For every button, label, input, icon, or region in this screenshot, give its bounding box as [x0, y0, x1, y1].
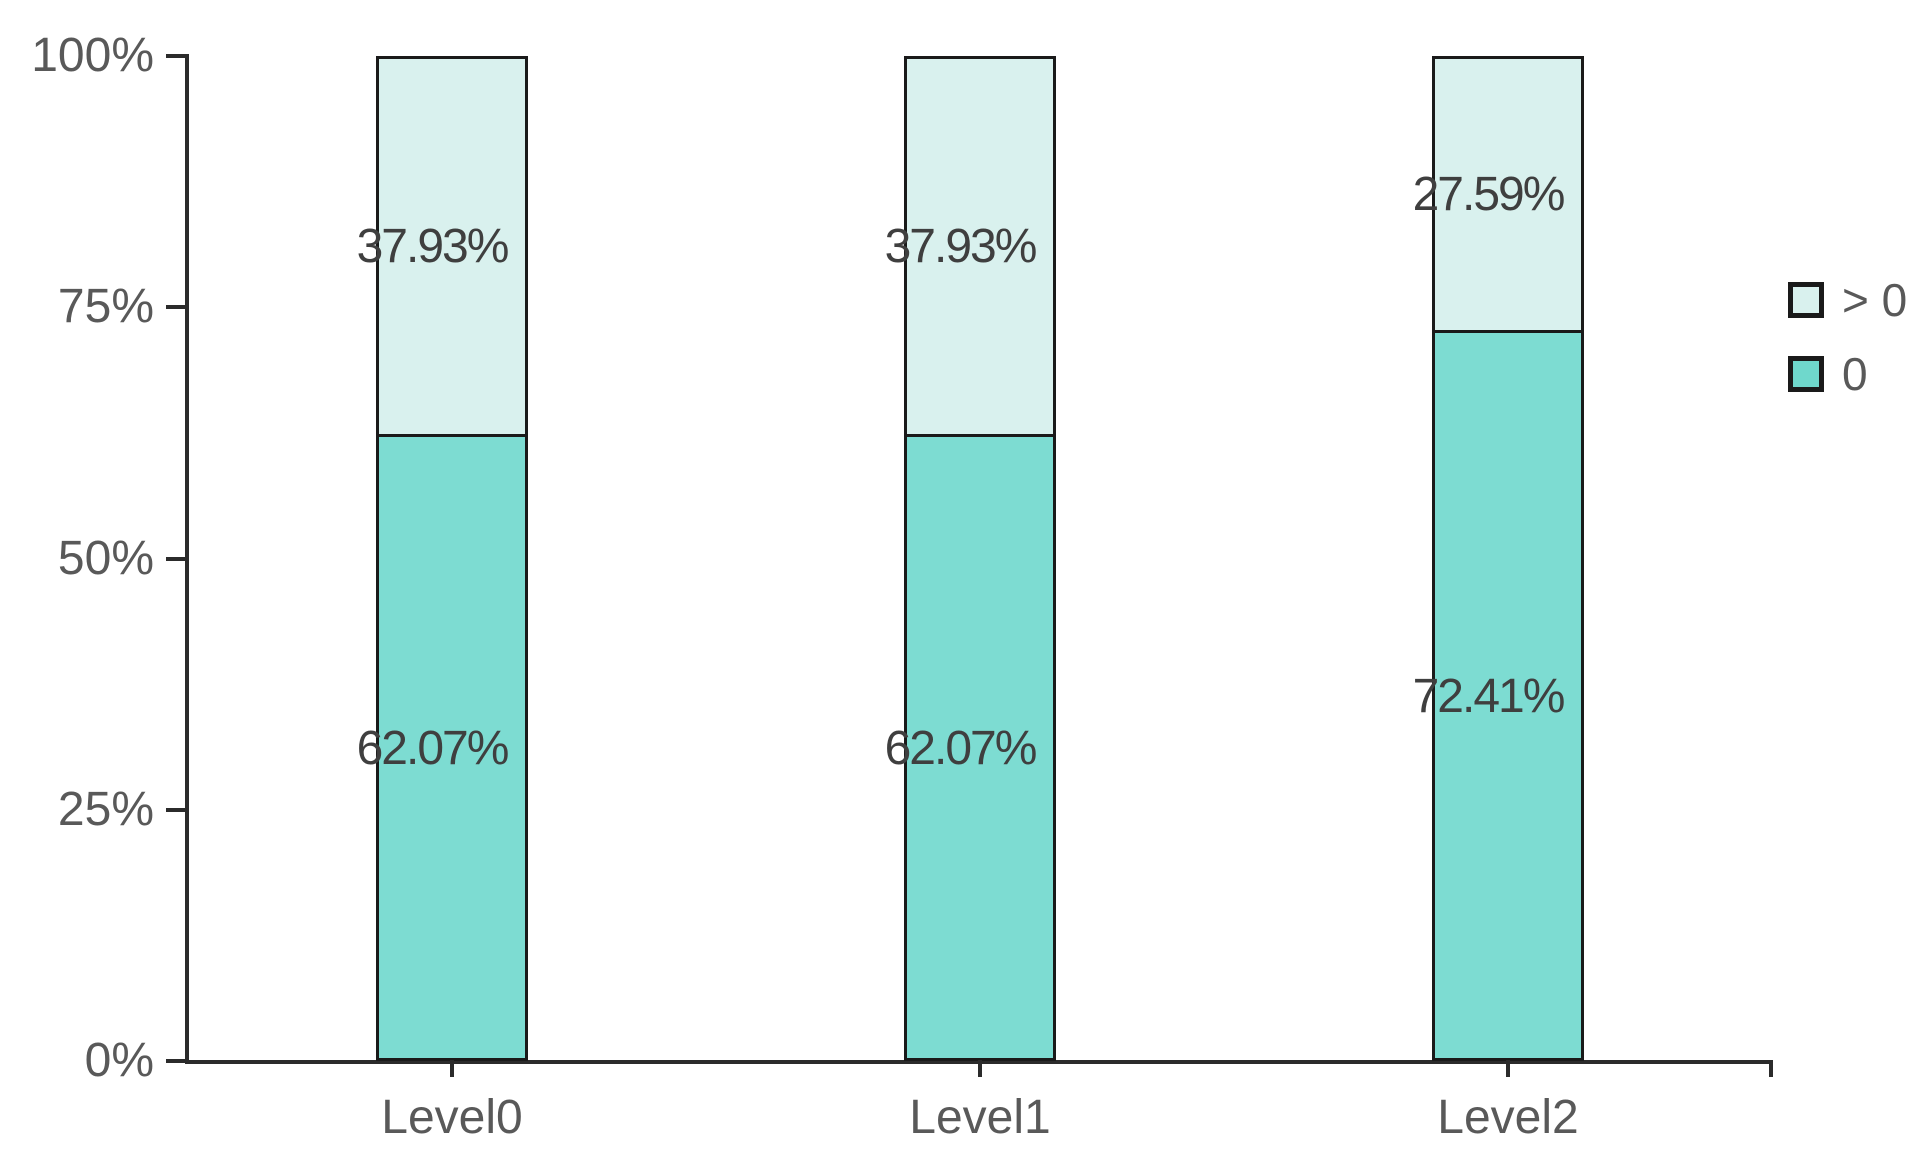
legend-swatch-gt-zero — [1788, 282, 1824, 318]
segment-zero — [904, 434, 1056, 1061]
category-label-level0: Level0 — [381, 1091, 523, 1144]
y-axis-tick — [166, 54, 186, 58]
segment-zero-label: 72.41% — [1412, 670, 1566, 724]
segment-gt-zero — [904, 56, 1056, 438]
x-axis-tick — [978, 1060, 982, 1077]
y-axis-tick — [166, 807, 186, 812]
segment-zero-label: 62.07% — [356, 722, 510, 776]
legend: > 0 0 — [1788, 277, 1907, 397]
bar-level2: 27.59% 72.41% — [1413, 56, 1584, 1061]
y-axis-tick-label: 100% — [31, 29, 154, 82]
y-axis-tick — [166, 305, 186, 310]
segment-gt-zero-label: 37.93% — [884, 219, 1038, 273]
segment-zero — [376, 434, 528, 1061]
y-axis-tick-label: 25% — [57, 782, 154, 836]
y-axis-tick-label: 0% — [84, 1034, 154, 1087]
legend-label-gt-zero: > 0 — [1842, 274, 1908, 326]
y-axis-tick — [166, 556, 186, 561]
segment-zero — [1432, 330, 1584, 1061]
segment-gt-zero-label: 27.59% — [1412, 167, 1566, 221]
legend-swatch-zero — [1788, 356, 1824, 392]
x-axis-end-tick — [1769, 1060, 1773, 1077]
x-axis-tick — [1506, 1060, 1510, 1077]
category-label-level1: Level1 — [909, 1091, 1051, 1144]
y-axis-tick-label: 75% — [57, 280, 154, 334]
bar-level1: 37.93% 62.07% — [885, 56, 1056, 1061]
legend-item-zero: 0 — [1788, 351, 1907, 397]
y-axis-line — [185, 54, 189, 1064]
segment-zero-label: 62.07% — [884, 722, 1038, 776]
category-label-level2: Level2 — [1437, 1091, 1579, 1144]
x-axis-tick — [450, 1060, 454, 1077]
y-axis-tick — [166, 1059, 186, 1063]
segment-gt-zero-label: 37.93% — [356, 219, 510, 273]
bar-level0: 37.93% 62.07% — [357, 56, 528, 1061]
legend-label-zero: 0 — [1842, 348, 1868, 400]
y-axis-tick-label: 50% — [57, 531, 154, 585]
legend-item-gt-zero: > 0 — [1788, 277, 1907, 323]
